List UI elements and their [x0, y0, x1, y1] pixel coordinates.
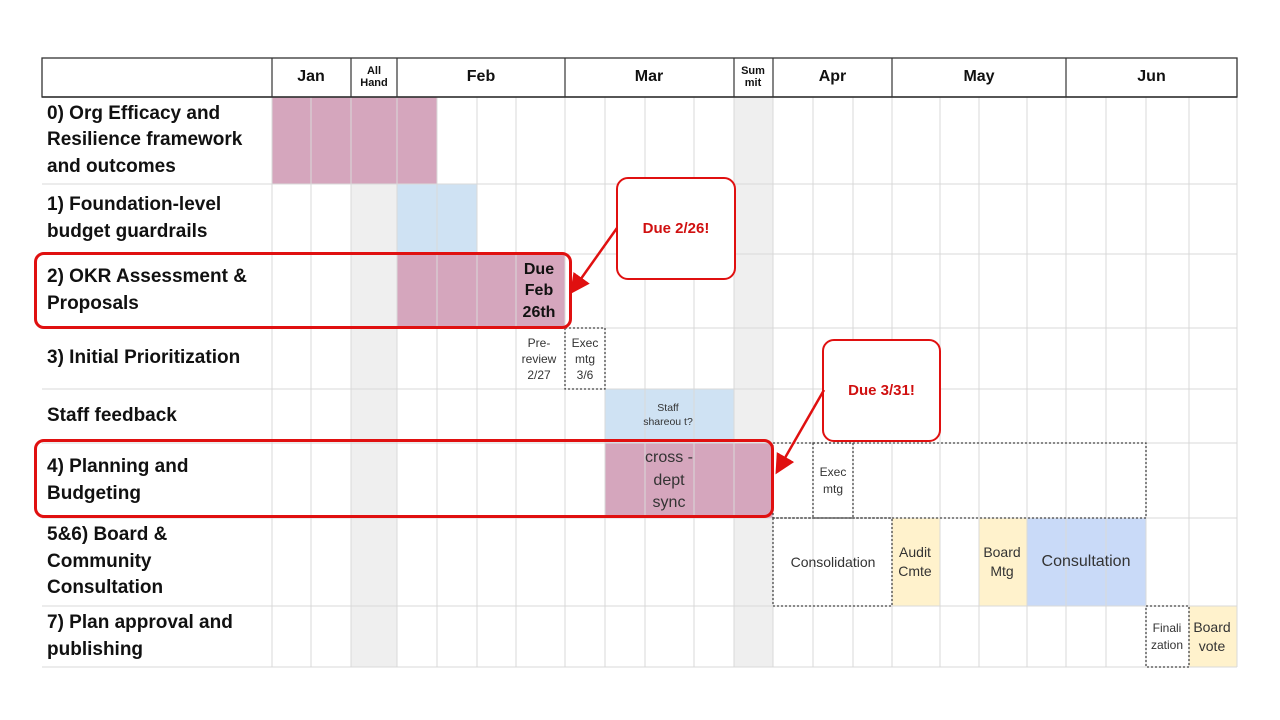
month-may: May — [963, 68, 995, 85]
month-jan: Jan — [297, 68, 325, 85]
note-staff-shareout: Staff shareou t? — [643, 402, 693, 428]
note-board-vote: Board vote — [1193, 619, 1231, 654]
allhand-column-shade — [351, 97, 397, 667]
month-summit: Sum mit — [741, 64, 765, 89]
note-audit-cmte: Audit Cmte — [898, 544, 932, 579]
month-jun: Jun — [1137, 68, 1166, 85]
month-feb: Feb — [466, 68, 496, 85]
highlight-planning-row — [34, 439, 774, 518]
note-cross-dept-sync: cross -dept sync — [645, 449, 693, 512]
dashed-finalization — [1145, 605, 1190, 668]
row-label-org-efficacy: 0) Org Efficacy and Resilience framework… — [47, 102, 243, 177]
month-allhand: All Hand — [360, 64, 388, 89]
row-label-staff-feedback: Staff feedback — [47, 404, 177, 426]
row-label-initial-prioritization: 3) Initial Prioritization — [47, 347, 241, 369]
dashed-exec-mtg-3-6 — [564, 327, 606, 390]
note-pre-review: Pre-review 2/27 — [521, 335, 557, 383]
bar-okr-assessment — [397, 254, 565, 328]
month-apr: Apr — [818, 68, 847, 85]
row-label-plan-approval: 7) Plan approval and publishing — [47, 611, 233, 660]
note-board-mtg: Board Mtg — [983, 544, 1021, 579]
month-mar: Mar — [634, 68, 664, 85]
bar-org-efficacy — [272, 97, 437, 184]
bar-staff-feedback — [605, 389, 734, 443]
callout-due-3-31: Due 3/31! — [822, 339, 941, 442]
row-label-okr-assessment: 2) OKR Assessment & Proposals — [47, 266, 247, 314]
dashed-exec-mtg-apr — [812, 442, 854, 519]
note-consultation: Consultation — [1041, 553, 1131, 570]
dashed-consolidation — [772, 517, 893, 607]
callout-due-2-26: Due 2/26! — [616, 177, 736, 280]
bar-board-vote — [1189, 606, 1237, 667]
row-label-planning-budgeting: 4) Planning and Budgeting — [47, 455, 189, 504]
highlight-okr-row — [34, 252, 572, 329]
bar-audit-cmte — [892, 518, 940, 606]
row-label-budget-guardrails: 1) Foundation-level budget guardrails — [47, 194, 222, 242]
note-consolidation: Consolidation — [790, 554, 876, 570]
bar-consultation — [1027, 518, 1146, 606]
bar-board-mtg — [979, 518, 1027, 606]
note-exec-mtg-apr: Exec mtg — [819, 464, 847, 496]
row-label-board-consultation: 5&6) Board & Community Consultation — [47, 524, 168, 599]
header-row — [41, 57, 1238, 98]
summit-column-shade — [734, 97, 773, 667]
note-due-feb-26: Due Feb 26th — [522, 260, 556, 321]
note-exec-mtg-3-6: Exec mtg 3/6 — [571, 335, 599, 383]
bar-planning-budgeting — [605, 443, 773, 518]
note-finalization: Finali zation — [1150, 620, 1184, 652]
